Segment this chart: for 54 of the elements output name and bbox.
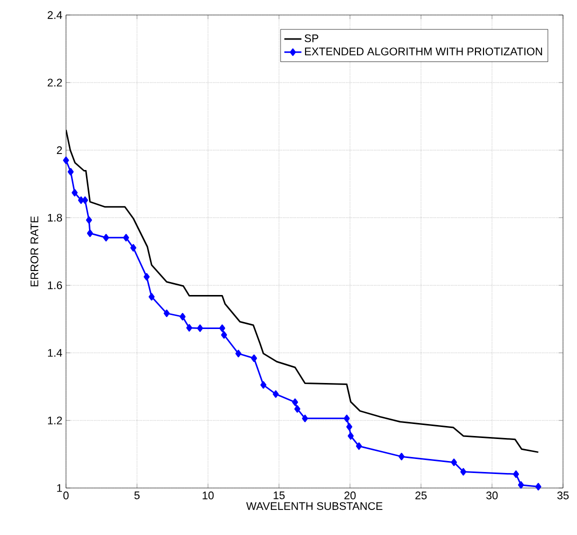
point — [294, 405, 300, 413]
point — [164, 310, 170, 318]
y-tick-label: 1.4 — [48, 349, 62, 357]
point — [251, 354, 258, 362]
x-tick-label: 0 — [63, 492, 69, 500]
point — [398, 452, 405, 460]
point — [221, 331, 228, 339]
point — [344, 414, 350, 422]
point — [219, 324, 226, 332]
point — [356, 442, 362, 450]
point — [513, 470, 520, 478]
y-tick-label: 2.4 — [48, 11, 62, 19]
y-tick-label: 2.2 — [48, 78, 62, 86]
point — [197, 324, 204, 332]
point — [346, 423, 352, 431]
point — [87, 230, 93, 237]
y-tick-label: 1 — [57, 484, 62, 492]
legend-label: SP — [304, 34, 318, 42]
x-tick-label: 35 — [557, 492, 569, 500]
point — [460, 468, 466, 476]
point — [86, 216, 92, 224]
point — [535, 482, 542, 490]
x-tick-label: 30 — [486, 492, 498, 500]
x-tick-label: 15 — [274, 492, 285, 500]
point — [103, 234, 110, 242]
point — [68, 168, 74, 176]
point — [292, 398, 298, 406]
point — [272, 390, 279, 398]
point — [186, 324, 192, 332]
point — [235, 350, 242, 358]
x-axis-title: WAVELENTH SUBSTANCE — [246, 502, 382, 510]
point — [348, 432, 354, 440]
y-tick-label: 1.6 — [48, 281, 62, 290]
point — [450, 458, 457, 466]
point — [518, 481, 524, 489]
x-tick-label: 25 — [415, 492, 427, 500]
y-axis-title: ERROR RATE — [30, 216, 38, 286]
y-tick-label: 1.8 — [48, 214, 62, 222]
point — [123, 234, 130, 242]
x-tick-label: 10 — [202, 492, 214, 500]
point — [180, 312, 186, 320]
x-tick-label: 20 — [344, 492, 356, 500]
point — [130, 244, 136, 252]
point — [144, 273, 150, 281]
y-tick-label: 1.2 — [48, 416, 62, 424]
legend-label: EXTENDED ALGORITHM WITH PRIOTIZATION — [305, 48, 542, 56]
y-tick-label: 2 — [56, 146, 62, 154]
point — [148, 293, 155, 301]
point — [260, 381, 266, 389]
point — [302, 414, 308, 422]
point — [82, 196, 88, 204]
point — [72, 188, 78, 196]
point — [63, 156, 70, 164]
x-tick-label: 5 — [134, 492, 140, 500]
